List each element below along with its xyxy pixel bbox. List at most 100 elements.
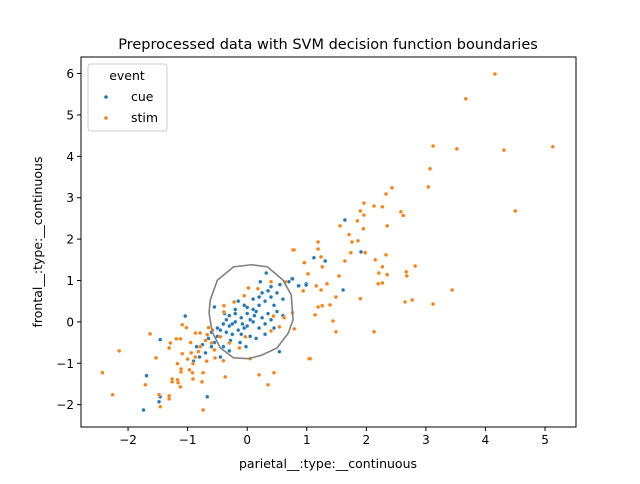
point-cue <box>205 394 210 399</box>
point-cue <box>158 337 163 342</box>
point-cue <box>251 297 256 302</box>
point-stim <box>255 286 260 291</box>
point-stim <box>268 328 274 334</box>
point-stim <box>372 203 377 209</box>
point-stim <box>167 396 172 401</box>
point-cue <box>248 317 253 322</box>
y-tick-label: −1 <box>56 357 74 371</box>
point-stim <box>110 392 115 397</box>
legend-title: event <box>109 68 145 83</box>
point-cue <box>233 307 238 312</box>
point-stim <box>355 238 361 243</box>
legend-label-cue: cue <box>131 89 154 104</box>
point-cue <box>215 326 220 331</box>
point-cue <box>263 321 268 326</box>
point-cue <box>257 326 262 331</box>
point-stim <box>348 250 353 255</box>
point-cue <box>257 303 262 308</box>
point-stim <box>167 345 172 351</box>
point-stim <box>201 370 206 375</box>
point-cue <box>251 307 256 312</box>
x-tick-label: 3 <box>422 433 430 447</box>
point-stim <box>301 288 306 293</box>
point-stim <box>257 372 262 377</box>
point-cue <box>280 297 285 302</box>
point-stim <box>184 325 189 330</box>
point-stim <box>265 382 271 387</box>
point-stim <box>401 213 406 218</box>
point-stim <box>402 299 408 305</box>
point-stim <box>175 361 180 366</box>
point-stim <box>291 247 296 252</box>
legend-marker-stim <box>104 116 108 120</box>
point-cue <box>209 344 214 349</box>
point-stim <box>428 166 433 171</box>
point-cue <box>239 332 244 337</box>
y-tick-label: 0 <box>66 315 74 329</box>
point-cue <box>183 314 188 319</box>
point-cue <box>251 319 256 324</box>
point-cue <box>342 218 347 223</box>
point-stim <box>243 334 248 339</box>
point-stim <box>221 358 226 363</box>
point-stim <box>176 380 181 385</box>
point-stim <box>292 326 297 331</box>
point-stim <box>148 331 153 336</box>
point-stim <box>450 287 455 293</box>
point-stim <box>198 344 203 349</box>
x-axis: −2 −1 0 1 2 3 4 5 <box>119 427 549 447</box>
point-stim <box>227 340 232 346</box>
point-stim <box>100 370 105 375</box>
point-stim <box>398 209 403 214</box>
point-stim <box>190 361 196 366</box>
point-stim <box>209 340 214 346</box>
point-stim <box>185 357 190 362</box>
point-cue <box>271 326 277 331</box>
point-stim <box>380 280 385 286</box>
point-cue <box>286 279 291 284</box>
y-axis: −2 −1 0 1 2 3 4 5 6 <box>56 67 81 412</box>
point-stim <box>268 279 274 284</box>
y-tick-label: 4 <box>66 150 74 164</box>
point-stim <box>383 191 389 197</box>
point-stim <box>316 239 321 245</box>
point-stim <box>156 392 162 397</box>
point-cue <box>144 373 149 378</box>
point-stim <box>201 407 206 413</box>
point-stim <box>170 379 175 384</box>
point-stim <box>320 264 325 269</box>
point-stim <box>187 367 192 372</box>
point-stim <box>307 356 312 361</box>
point-stim <box>430 302 436 307</box>
y-tick-label: 5 <box>66 108 74 122</box>
point-cue <box>260 315 265 320</box>
point-stim <box>221 309 227 314</box>
point-cue <box>221 344 226 349</box>
point-cue <box>263 299 268 304</box>
point-cue <box>277 282 283 287</box>
point-cue <box>237 340 243 345</box>
point-cue <box>236 299 241 304</box>
y-tick-label: −2 <box>56 398 74 412</box>
point-stim <box>223 374 228 379</box>
point-cue <box>248 334 253 339</box>
point-stim <box>143 382 148 387</box>
point-stim <box>193 331 198 336</box>
legend-label-stim: stim <box>131 110 158 125</box>
point-stim <box>154 355 159 360</box>
x-tick-label: 4 <box>482 433 490 447</box>
point-cue <box>242 303 247 308</box>
point-stim <box>212 347 217 353</box>
point-stim <box>454 146 459 151</box>
point-stim <box>550 144 555 149</box>
point-cue <box>265 311 271 316</box>
point-cue <box>218 328 223 333</box>
point-stim <box>361 201 366 206</box>
point-cue <box>227 348 232 353</box>
point-stim <box>342 258 347 264</box>
points-layer <box>100 71 555 413</box>
point-cue <box>236 328 241 333</box>
point-cue <box>254 336 259 341</box>
point-cue <box>245 311 250 316</box>
point-stim <box>180 322 185 327</box>
